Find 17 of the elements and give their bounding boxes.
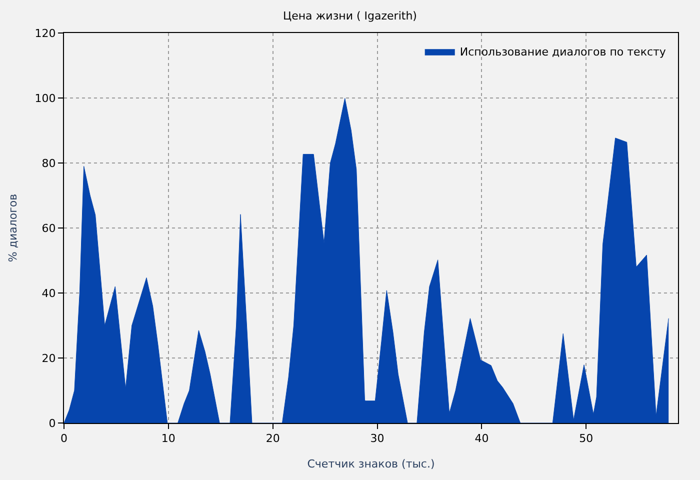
y-tick-label: 60	[42, 222, 56, 235]
y-axis-title: % диалогов	[6, 194, 20, 262]
x-axis-title: Счетчик знаков (тыс.)	[307, 457, 435, 470]
x-tick-label: 40	[474, 432, 489, 446]
y-tick-label: 40	[42, 286, 56, 300]
x-tick-label: 0	[60, 432, 68, 446]
x-tick-label: 20	[266, 432, 280, 446]
x-tick-label: 10	[161, 432, 176, 446]
x-tick-label: 50	[579, 432, 594, 446]
y-tick-label: 20	[42, 352, 56, 365]
chart-title: Цена жизни ( Igazerith)	[283, 10, 417, 23]
x-tick-label: 30	[370, 432, 384, 446]
y-tick-label: 0	[48, 416, 56, 430]
y-tick-label: 120	[34, 26, 56, 40]
y-tick-label: 100	[34, 92, 56, 105]
legend-label: Использование диалогов по тексту	[460, 46, 666, 59]
y-tick-label: 80	[42, 156, 56, 170]
